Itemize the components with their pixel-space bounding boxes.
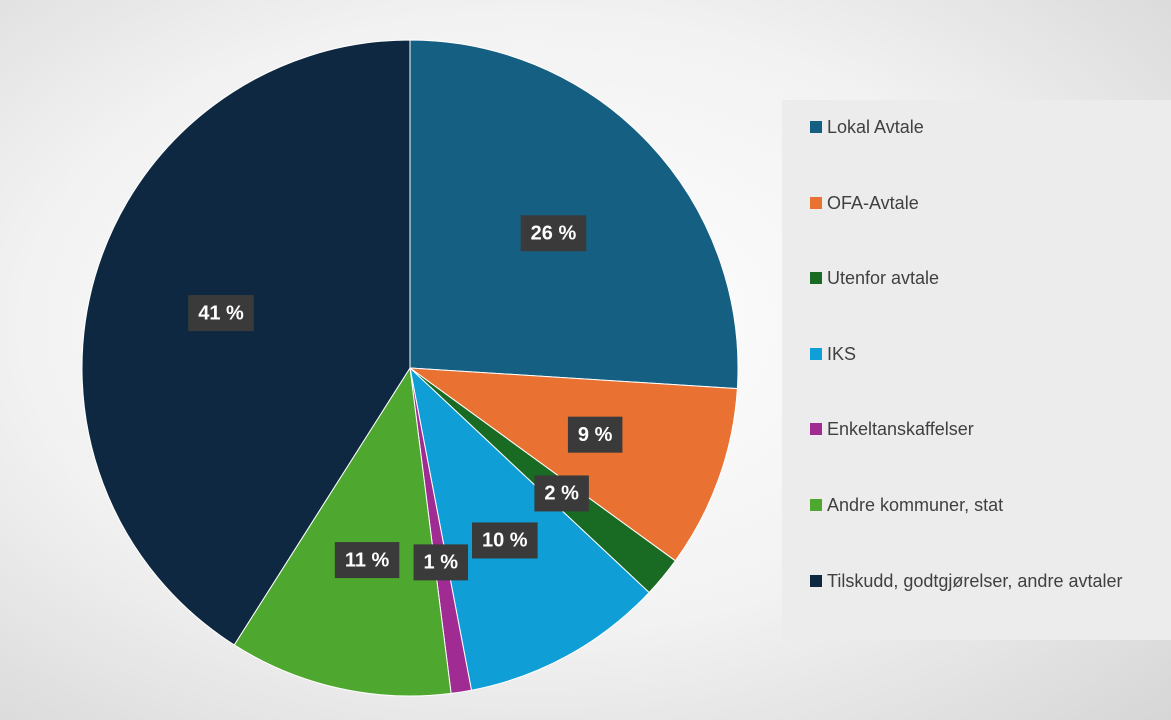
data-label: 26 % <box>520 215 587 252</box>
legend-label: OFA-Avtale <box>827 192 919 213</box>
pie-slice <box>408 367 738 562</box>
legend-item: Lokal Avtale <box>810 114 1171 190</box>
data-label-box <box>520 215 587 252</box>
legend-item: IKS <box>810 341 1171 417</box>
data-label-text: 9 % <box>578 424 613 446</box>
legend-item: Utenfor avtale <box>810 265 1171 341</box>
data-label-text: 10 % <box>482 530 528 552</box>
legend-label: Tilskudd, godtgjørelser, andre avtaler <box>827 570 1123 591</box>
legend-swatch <box>810 423 822 436</box>
pie-slice <box>81 39 411 646</box>
legend-swatch <box>810 272 822 285</box>
data-label-text: 1 % <box>424 552 459 574</box>
legend-label: Utenfor avtale <box>827 268 940 289</box>
legend-swatch <box>810 347 822 360</box>
legend-item: Enkeltanskaffelser <box>810 416 1171 492</box>
legend: Lokal Avtale OFA-Avtale Utenfor avtale IKS E… <box>782 100 1171 640</box>
data-label-box <box>188 295 254 332</box>
data-label-text: 11 % <box>345 549 390 571</box>
data-label: 1 % <box>413 544 469 581</box>
data-label-box <box>413 544 469 581</box>
legend-swatch <box>810 574 822 587</box>
data-label: 2 % <box>534 475 589 512</box>
data-label: 10 % <box>472 522 538 559</box>
legend-label: Andre kommuner, stat <box>827 494 1004 515</box>
pie-slice <box>233 366 452 697</box>
data-label-text: 2 % <box>544 483 579 505</box>
data-label-text: 41 % <box>198 302 244 324</box>
legend-item: Andre kommuner, stat <box>810 492 1171 568</box>
legend-item: OFA-Avtale <box>810 190 1171 266</box>
data-label-box <box>567 416 623 453</box>
legend-swatch <box>810 121 822 133</box>
pie-slice <box>409 39 739 390</box>
data-label-box <box>534 475 589 512</box>
data-label: 9 % <box>567 416 623 453</box>
data-label-text: 26 % <box>531 223 577 245</box>
legend-label: Enkeltanskaffelser <box>827 419 974 440</box>
data-label-box <box>472 522 538 559</box>
legend-swatch <box>810 498 822 511</box>
legend-swatch <box>810 196 822 209</box>
legend-label: Lokal Avtale <box>827 117 924 137</box>
legend-label: IKS <box>827 343 857 364</box>
data-label-box <box>334 542 400 579</box>
data-label: 11 % <box>334 542 400 579</box>
data-label: 41 % <box>188 295 254 332</box>
legend-item: Tilskudd, godtgjørelser, andre avtaler <box>810 568 1171 644</box>
